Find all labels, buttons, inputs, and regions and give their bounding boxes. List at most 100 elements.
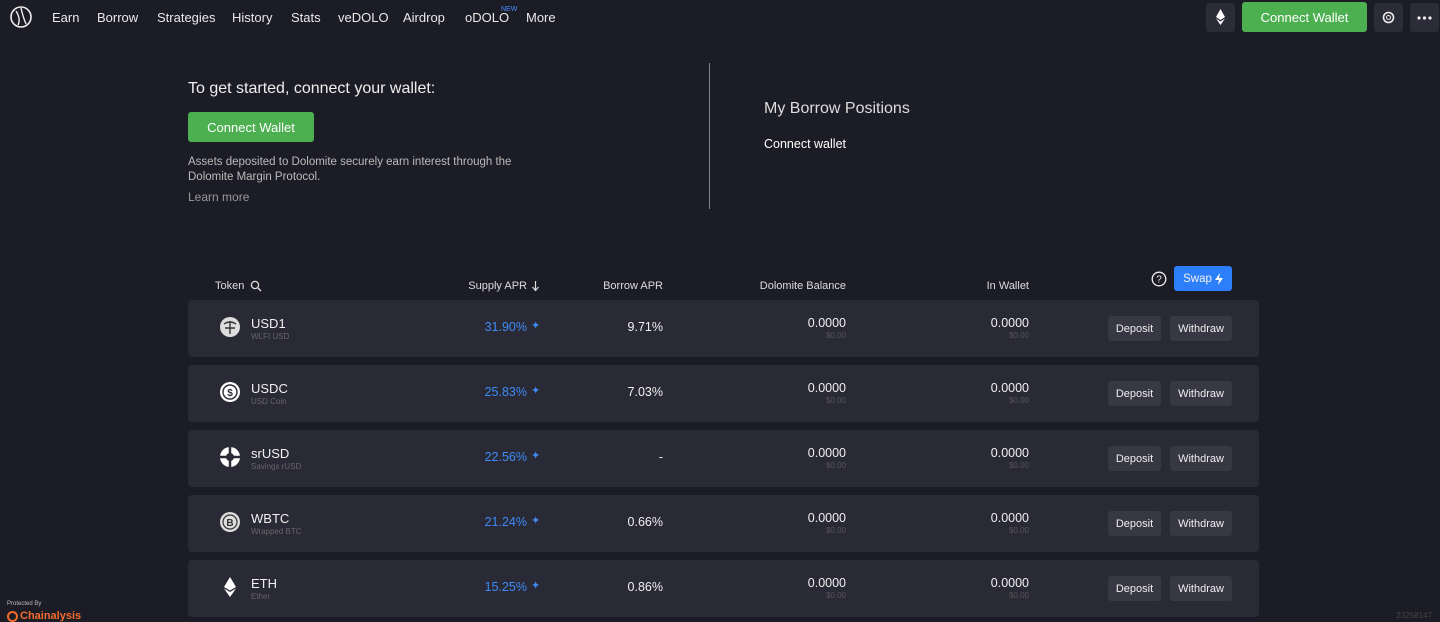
token-icon: B (220, 512, 240, 532)
divider (709, 63, 710, 209)
sparkle-icon: ✦ (531, 450, 541, 462)
build-number: 23258147 (1396, 611, 1432, 620)
svg-text:$: $ (227, 388, 233, 399)
wallet-balance: 0.0000 (990, 576, 1029, 590)
chainalysis-brand[interactable]: Chainalysis (7, 610, 81, 622)
token-symbol: USD1 (251, 316, 286, 331)
swap-label: Swap (1183, 272, 1212, 285)
withdraw-button[interactable]: Withdraw (1170, 316, 1232, 341)
supply-apr: 25.83% (484, 385, 527, 399)
intro-connect-button[interactable]: Connect Wallet (188, 112, 314, 142)
deposit-button[interactable]: Deposit (1108, 381, 1161, 406)
token-name: USD Coin (251, 397, 287, 406)
dolomite-balance-usd: $0.00 (825, 591, 846, 600)
borrow-title: My Borrow Positions (764, 100, 910, 117)
svg-text:B: B (226, 518, 233, 529)
withdraw-button[interactable]: Withdraw (1170, 576, 1232, 601)
borrow-apr: - (658, 450, 663, 464)
deposit-button[interactable]: Deposit (1108, 446, 1161, 471)
token-symbol: srUSD (251, 446, 290, 461)
new-badge: NEW (501, 6, 518, 13)
sort-arrow (532, 281, 539, 292)
market-row[interactable]: $ USDC USD Coin 25.83% ✦ 7.03% 0.0000 $0.00 0.00… (188, 365, 1259, 422)
header-balance[interactable]: Dolomite Balance (759, 280, 846, 292)
wallet-balance: 0.0000 (990, 511, 1029, 525)
dolomite-balance: 0.0000 (807, 316, 846, 330)
borrow-apr: 0.86% (627, 580, 663, 594)
dolomite-balance-usd: $0.00 (825, 526, 846, 535)
deposit-button[interactable]: Deposit (1108, 511, 1161, 536)
supply-apr: 31.90% (484, 320, 527, 334)
learn-more-link[interactable]: Learn more (188, 190, 250, 204)
nav-link[interactable]: Airdrop (403, 10, 445, 25)
nav-link[interactable]: More (526, 10, 556, 25)
wallet-balance-usd: $0.00 (1008, 396, 1029, 405)
dolomite-balance: 0.0000 (807, 576, 846, 590)
token-symbol: ETH (251, 576, 277, 591)
nav-link[interactable]: Earn (52, 10, 80, 25)
search-icon[interactable] (250, 280, 262, 292)
header-wallet[interactable]: In Wallet (986, 280, 1029, 292)
borrow-text: Connect wallet (764, 137, 846, 151)
wallet-balance: 0.0000 (990, 446, 1029, 460)
nav-link[interactable]: Stats (291, 10, 321, 25)
supply-apr: 21.24% (484, 515, 527, 529)
market-row[interactable]: srUSD Savings rUSD 22.56% ✦ -0.0000 $0.00 0.00… (188, 430, 1259, 487)
connect-wallet-button[interactable]: Connect Wallet (1242, 2, 1367, 32)
nav-link[interactable]: Borrow (97, 10, 139, 25)
wallet-balance-usd: $0.00 (1008, 526, 1029, 535)
wallet-balance: 0.0000 (990, 316, 1029, 330)
header-supply[interactable]: Supply APR (468, 280, 527, 292)
nav-link[interactable]: Strategies (157, 10, 216, 25)
withdraw-button[interactable]: Withdraw (1170, 446, 1232, 471)
token-icon (224, 577, 236, 597)
svg-text:?: ? (1156, 275, 1162, 286)
token-symbol: USDC (251, 381, 288, 396)
deposit-button[interactable]: Deposit (1108, 576, 1161, 601)
withdraw-button[interactable]: Withdraw (1170, 511, 1232, 536)
token-symbol: WBTC (251, 511, 290, 526)
header-borrow[interactable]: Borrow APR (603, 280, 663, 292)
supply-apr: 15.25% (484, 580, 527, 594)
token-icon (220, 317, 240, 337)
borrow-apr: 9.71% (627, 320, 663, 334)
protected-by: Protected By (7, 601, 42, 607)
supply-apr: 22.56% (484, 450, 527, 464)
dolomite-balance: 0.0000 (807, 511, 846, 525)
intro-text: Assets deposited to Dolomite securely ea… (188, 156, 512, 183)
sparkle-icon: ✦ (531, 580, 541, 592)
market-row[interactable]: USD1 WLFI USD 31.90% ✦ 9.71% 0.0000 $0.00 0.000… (188, 300, 1259, 357)
dolomite-balance: 0.0000 (807, 381, 846, 395)
dolomite-balance-usd: $0.00 (825, 461, 846, 470)
swap-button[interactable]: Swap (1174, 266, 1232, 291)
nav-link[interactable]: History (232, 10, 273, 25)
help-icon[interactable]: ? (1151, 271, 1167, 287)
deposit-button[interactable]: Deposit (1108, 316, 1161, 341)
network-button[interactable] (1206, 3, 1235, 32)
token-icon (220, 447, 240, 467)
settings-button[interactable] (1374, 3, 1403, 32)
token-name: Savings rUSD (251, 462, 302, 471)
nav-link[interactable]: veDOLO (338, 10, 389, 25)
borrow-apr: 0.66% (627, 515, 663, 529)
token-name: Ether (251, 592, 271, 601)
sparkle-icon: ✦ (531, 515, 541, 527)
token-name: WLFI USD (251, 332, 290, 341)
header-token[interactable]: Token (215, 280, 245, 292)
borrow-apr: 7.03% (627, 385, 663, 399)
dolomite-balance-usd: $0.00 (825, 396, 846, 405)
more-button[interactable] (1410, 3, 1439, 32)
nav-link[interactable]: oDOLO (465, 10, 510, 25)
logo[interactable] (9, 5, 33, 29)
intro-title: To get started, connect your wallet: (188, 80, 436, 97)
wallet-balance: 0.0000 (990, 381, 1029, 395)
token-name: Wrapped BTC (251, 527, 302, 536)
wallet-balance-usd: $0.00 (1008, 461, 1029, 470)
market-row[interactable]: B WBTC Wrapped BTC 21.24% ✦ 0.66% 0.0000 $0.00 0… (188, 495, 1259, 552)
token-icon: $ (220, 382, 240, 402)
dolomite-balance-usd: $0.00 (825, 331, 846, 340)
withdraw-button[interactable]: Withdraw (1170, 381, 1232, 406)
market-row[interactable]: ETH Ether 15.25% ✦ 0.86% 0.0000 $0.00 0.0000 $0.… (188, 560, 1259, 617)
